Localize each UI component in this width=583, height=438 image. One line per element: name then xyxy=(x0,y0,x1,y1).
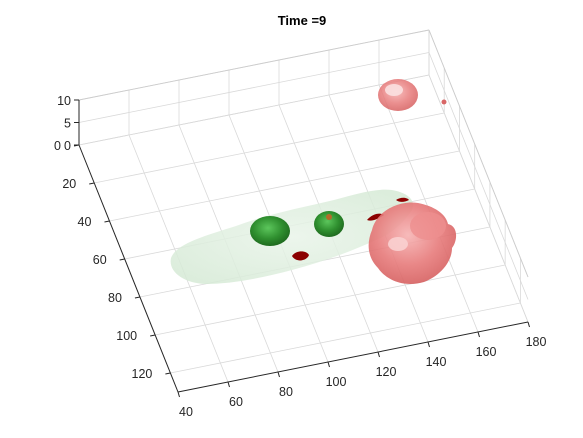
y-tick-label: 80 xyxy=(108,291,122,305)
red-cell-lobe xyxy=(410,212,446,240)
x-tick-label: 100 xyxy=(326,375,347,389)
x-tick-mark xyxy=(327,361,330,368)
x-tick-mark xyxy=(377,351,380,358)
floor-gridline-y xyxy=(170,302,521,374)
red-cell-highlight xyxy=(388,237,408,251)
red-cell-floating-highlight xyxy=(385,84,403,96)
red-dot xyxy=(441,99,447,105)
backwall-gridline-z xyxy=(78,74,430,146)
y-tick-mark xyxy=(165,372,171,375)
sidewall-gridline-z xyxy=(428,74,529,323)
x-tick-mark xyxy=(227,381,230,388)
x-axis-line xyxy=(177,321,529,393)
y-tick-mark xyxy=(89,182,95,185)
dark-red-spot-3 xyxy=(396,197,409,202)
y-tick-label: 40 xyxy=(78,215,92,229)
tissue-surface xyxy=(170,189,414,284)
x-tick-label: 40 xyxy=(179,405,193,419)
x-tick-label: 180 xyxy=(526,335,547,349)
y-tick-label: 0 xyxy=(54,139,61,153)
box-edge xyxy=(428,29,529,278)
green-cell-2 xyxy=(314,211,344,237)
z-tick-label: 10 xyxy=(57,94,71,108)
chart-title: Time =9 xyxy=(278,13,327,28)
y-tick-mark xyxy=(150,334,156,337)
x-tick-mark xyxy=(527,321,530,328)
z-tick-label: 0 xyxy=(64,139,71,153)
y-tick-label: 100 xyxy=(116,329,137,343)
dark-red-spot-2 xyxy=(367,213,384,221)
y-tick-label: 60 xyxy=(93,253,107,267)
x-tick-label: 80 xyxy=(279,385,293,399)
backwall-gridline-z xyxy=(78,52,430,123)
x-tick-mark xyxy=(477,331,480,338)
y-tick-label: 120 xyxy=(132,367,153,381)
box-edge xyxy=(78,29,430,101)
x-tick-label: 160 xyxy=(476,345,497,359)
x-tick-label: 120 xyxy=(376,365,397,379)
x-tick-mark xyxy=(427,341,430,348)
floor-gridline-y xyxy=(155,264,506,336)
y-tick-mark xyxy=(104,220,110,223)
x-tick-mark xyxy=(177,391,180,398)
green-cell-2-core xyxy=(326,214,332,220)
y-tick-mark xyxy=(134,296,141,299)
dark-red-spot-1 xyxy=(292,251,309,261)
green-cell-1 xyxy=(250,216,290,246)
y-tick-label: 20 xyxy=(62,177,76,191)
red-cell-cluster xyxy=(368,202,457,285)
x-tick-mark xyxy=(277,371,280,378)
floor-gridline-y xyxy=(94,112,445,184)
sidewall-gridline-z xyxy=(428,52,529,300)
y-tick-mark xyxy=(119,258,125,261)
z-tick-label: 5 xyxy=(64,117,71,131)
floor-gridline-y xyxy=(109,150,460,222)
x-tick-label: 140 xyxy=(426,355,447,369)
x-tick-label: 60 xyxy=(229,395,243,409)
plot-surfaces xyxy=(170,79,457,285)
y-axis-line xyxy=(78,144,179,393)
